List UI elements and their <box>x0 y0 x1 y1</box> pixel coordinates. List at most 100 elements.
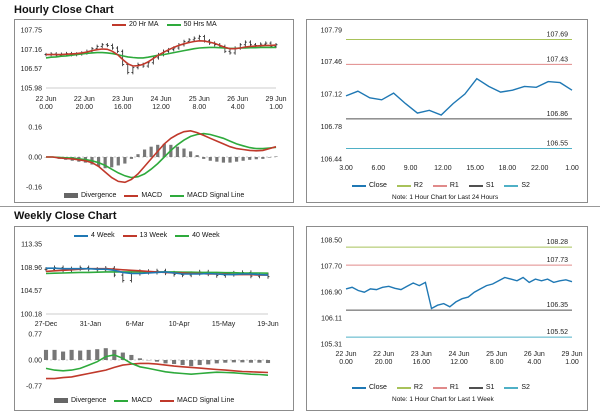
divergence-bar <box>123 157 127 164</box>
pivot-ytick: 106.90 <box>321 290 343 297</box>
legend-divergence: Divergence <box>64 192 116 199</box>
pivot-ytick: 105.31 <box>321 342 343 349</box>
pivot-ytick: 106.78 <box>321 124 343 131</box>
section-divider <box>0 206 600 207</box>
divergence-bar <box>274 156 278 157</box>
hourly-xtick: 23 Jun <box>112 96 133 103</box>
divergence-bar <box>120 352 125 360</box>
divergence-bar <box>61 351 66 360</box>
pivot-level-label-r1: 107.73 <box>547 257 569 264</box>
divergence-bar <box>180 360 185 366</box>
macd-ytick: -0.16 <box>26 185 42 192</box>
legend-macd-weekly: MACD <box>114 397 152 404</box>
weekly-xtick: 19-Jun <box>257 321 279 328</box>
price-ytick: 106.57 <box>21 66 43 73</box>
divergence-bar <box>149 146 153 157</box>
divergence-bar <box>215 157 219 162</box>
pivot-level-label-r2: 107.69 <box>547 32 569 39</box>
divergence-bar <box>142 149 147 157</box>
divergence-bar <box>195 155 199 157</box>
legend-r1-weekly: R1 <box>432 384 459 391</box>
hourly-xtick: 1.00 <box>269 104 283 111</box>
divergence-bar <box>172 360 177 365</box>
hourly-xtick: 22 Jun <box>35 96 56 103</box>
hourly-price-legend: 20 Hr MA 50 Hrs MA <box>112 21 217 28</box>
divergence-bar <box>110 157 114 168</box>
weekly-price-legend: 4 Week 13 Week 40 Week <box>74 232 220 239</box>
legend-divergence-weekly: Divergence <box>54 397 106 404</box>
divergence-bar <box>78 350 83 360</box>
hourly-xtick: 20.00 <box>76 104 94 111</box>
ma-line-ma20 <box>46 39 277 67</box>
price-ytick: 107.16 <box>21 47 43 54</box>
divergence-bar <box>136 154 140 157</box>
legend-s2-weekly: S2 <box>504 384 530 391</box>
weekly-pivot-xtick: 25 Jun <box>486 351 507 358</box>
legend-4-week: 4 Week <box>74 232 115 239</box>
divergence-bar <box>95 349 100 360</box>
macd-signal-line <box>46 362 269 380</box>
legend-close: Close <box>352 182 387 189</box>
divergence-bar <box>240 360 245 363</box>
price-ytick: 107.75 <box>21 28 43 35</box>
hourly-xtick: 4.00 <box>231 104 245 111</box>
hourly-pivot-note: Note: 1 Hour Chart for Last 24 Hours <box>392 194 499 201</box>
hourly-pivot-xtick: 9.00 <box>404 165 418 172</box>
divergence-bar <box>248 157 252 160</box>
weekly-pivot-xtick: 12.00 <box>450 359 468 366</box>
hourly-title: Hourly Close Chart <box>14 4 114 16</box>
hourly-xtick: 8.00 <box>193 104 207 111</box>
divergence-bar <box>96 157 101 167</box>
divergence-bar <box>221 157 226 163</box>
divergence-bar <box>137 358 142 360</box>
hourly-xtick: 16.00 <box>114 104 132 111</box>
macd-line <box>46 129 277 184</box>
weekly-pivot-legend: Close R2 R1 S1 S2 <box>352 384 530 391</box>
weekly-pivot-xtick: 1.00 <box>565 359 579 366</box>
pivot-level-label-s1: 106.86 <box>547 111 569 118</box>
macd-ytick: 0.00 <box>28 358 42 365</box>
price-ytick: 104.57 <box>21 288 43 295</box>
legend-s1-weekly: S1 <box>468 384 494 391</box>
weekly-pivot-xtick: 0.00 <box>339 359 353 366</box>
weekly-xtick: 31-Jan <box>80 321 102 328</box>
weekly-pivot-xtick: 16.00 <box>413 359 431 366</box>
price-ytick: 108.96 <box>21 265 43 272</box>
divergence-bar <box>228 157 232 163</box>
hourly-pivot-xtick: 15.00 <box>466 165 484 172</box>
pivot-ytick: 106.11 <box>321 315 342 322</box>
hourly-xtick: 29 Jun <box>265 96 286 103</box>
hourly-pivot-xtick: 18.00 <box>499 165 517 172</box>
price-ytick: 100.18 <box>21 312 43 319</box>
legend-r1: R1 <box>432 182 459 189</box>
weekly-xtick: 15-May <box>212 321 236 328</box>
divergence-bar <box>175 146 180 157</box>
ma-line-w4 <box>46 267 269 276</box>
hourly-xtick: 26 Jun <box>227 96 248 103</box>
macd-line <box>45 354 269 376</box>
divergence-bar <box>241 157 245 161</box>
hourly-xtick: 12.00 <box>152 104 170 111</box>
pivot-close-line <box>345 77 573 116</box>
hourly-pivot-xtick: 22.00 <box>531 165 549 172</box>
hourly-macd-legend: Divergence MACD MACD Signal Line <box>64 192 244 199</box>
pivot-ytick: 107.46 <box>321 59 343 66</box>
hourly-xtick: 22 Jun <box>74 96 95 103</box>
divergence-bar <box>265 360 271 364</box>
macd-ytick: -0.77 <box>26 384 42 391</box>
divergence-bar <box>267 157 272 158</box>
divergence-bar <box>202 157 206 159</box>
divergence-bar <box>163 360 168 364</box>
weekly-xtick: 10-Apr <box>169 321 191 328</box>
legend-40-week: 40 Week <box>175 232 220 239</box>
divergence-bar <box>189 360 194 367</box>
weekly-pivot-xtick: 4.00 <box>528 359 542 366</box>
legend-close-weekly: Close <box>352 384 387 391</box>
divergence-bar <box>182 148 186 157</box>
macd-ytick: 0.16 <box>28 125 42 132</box>
legend-50hr-ma: 50 Hrs MA <box>166 21 217 28</box>
pivot-level-label-s2: 105.52 <box>547 329 569 336</box>
